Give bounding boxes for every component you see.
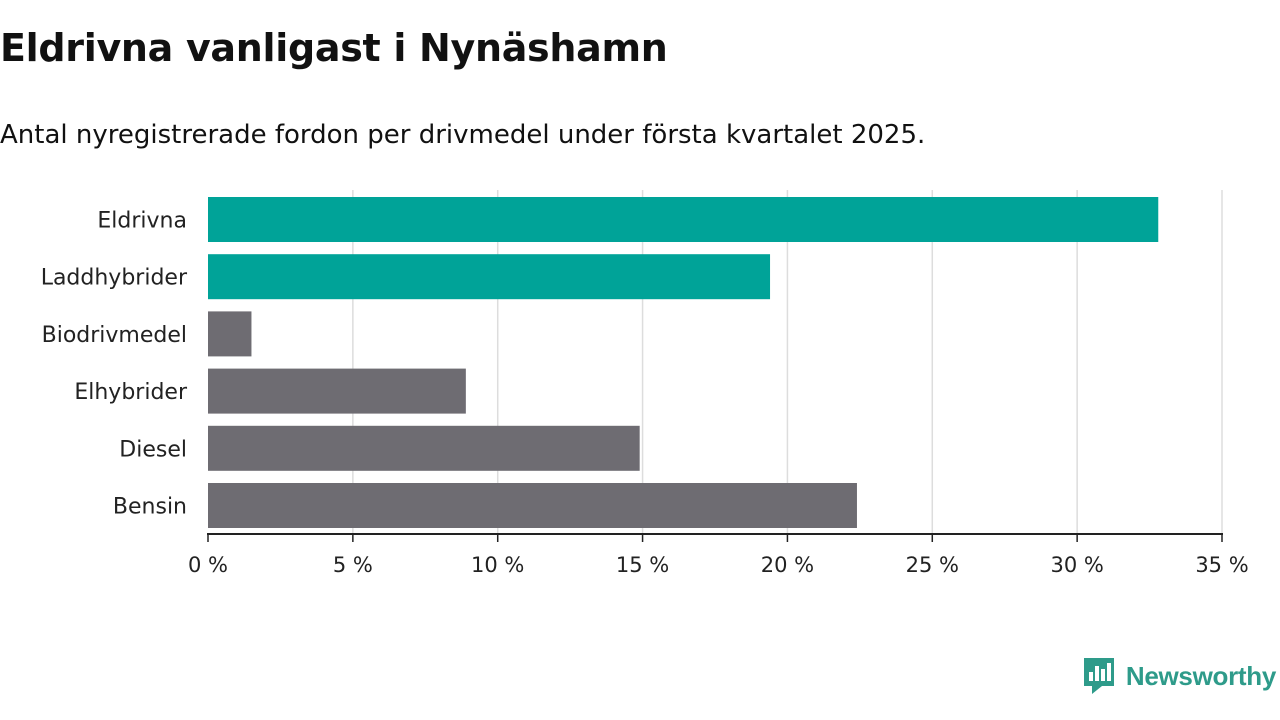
bar-eldrivna	[208, 197, 1159, 242]
bars	[208, 197, 1159, 528]
x-tick-label: 15 %	[616, 553, 669, 577]
x-tick-label: 0 %	[188, 553, 228, 577]
category-label: Bensin	[113, 495, 187, 520]
category-labels: Eldrivna Laddhybrider Biodrivmedel Elhybrid…	[41, 209, 188, 520]
chart-title: Eldrivna vanligast i Nynäshamn	[0, 26, 668, 70]
category-label: Eldrivna	[97, 209, 187, 234]
bar-laddhybrider	[208, 254, 771, 300]
category-label: Biodrivmedel	[42, 323, 187, 348]
x-tick-label: 30 %	[1050, 553, 1103, 577]
category-label: Elhybrider	[74, 380, 188, 405]
x-tick-label: 35 %	[1195, 553, 1248, 577]
gridlines	[352, 190, 1223, 534]
bar-elhybrider	[208, 368, 466, 414]
bar-diesel	[208, 425, 640, 471]
brand-name: Newsworthy	[1125, 660, 1276, 691]
bar-chart: Eldrivna Laddhybrider Biodrivmedel Elhybrid…	[41, 190, 1249, 577]
bar-biodrivmedel	[208, 311, 252, 357]
x-tick-label: 25 %	[906, 553, 959, 577]
category-label: Diesel	[119, 437, 187, 462]
bar-bensin	[208, 483, 857, 528]
chart-subtitle: Antal nyregistrerade fordon per drivmede…	[0, 120, 926, 150]
newsworthy-logo[interactable]: Newsworthy	[1082, 656, 1276, 696]
x-tick-label: 10 %	[471, 553, 524, 577]
newsworthy-logo-icon	[1083, 658, 1114, 694]
x-tick-label: 20 %	[761, 553, 814, 577]
category-label: Laddhybrider	[41, 266, 188, 291]
x-axis: 0 % 5 % 10 % 15 % 20 % 25 % 30 % 35 %	[188, 533, 1249, 577]
x-tick-label: 5 %	[333, 553, 373, 577]
